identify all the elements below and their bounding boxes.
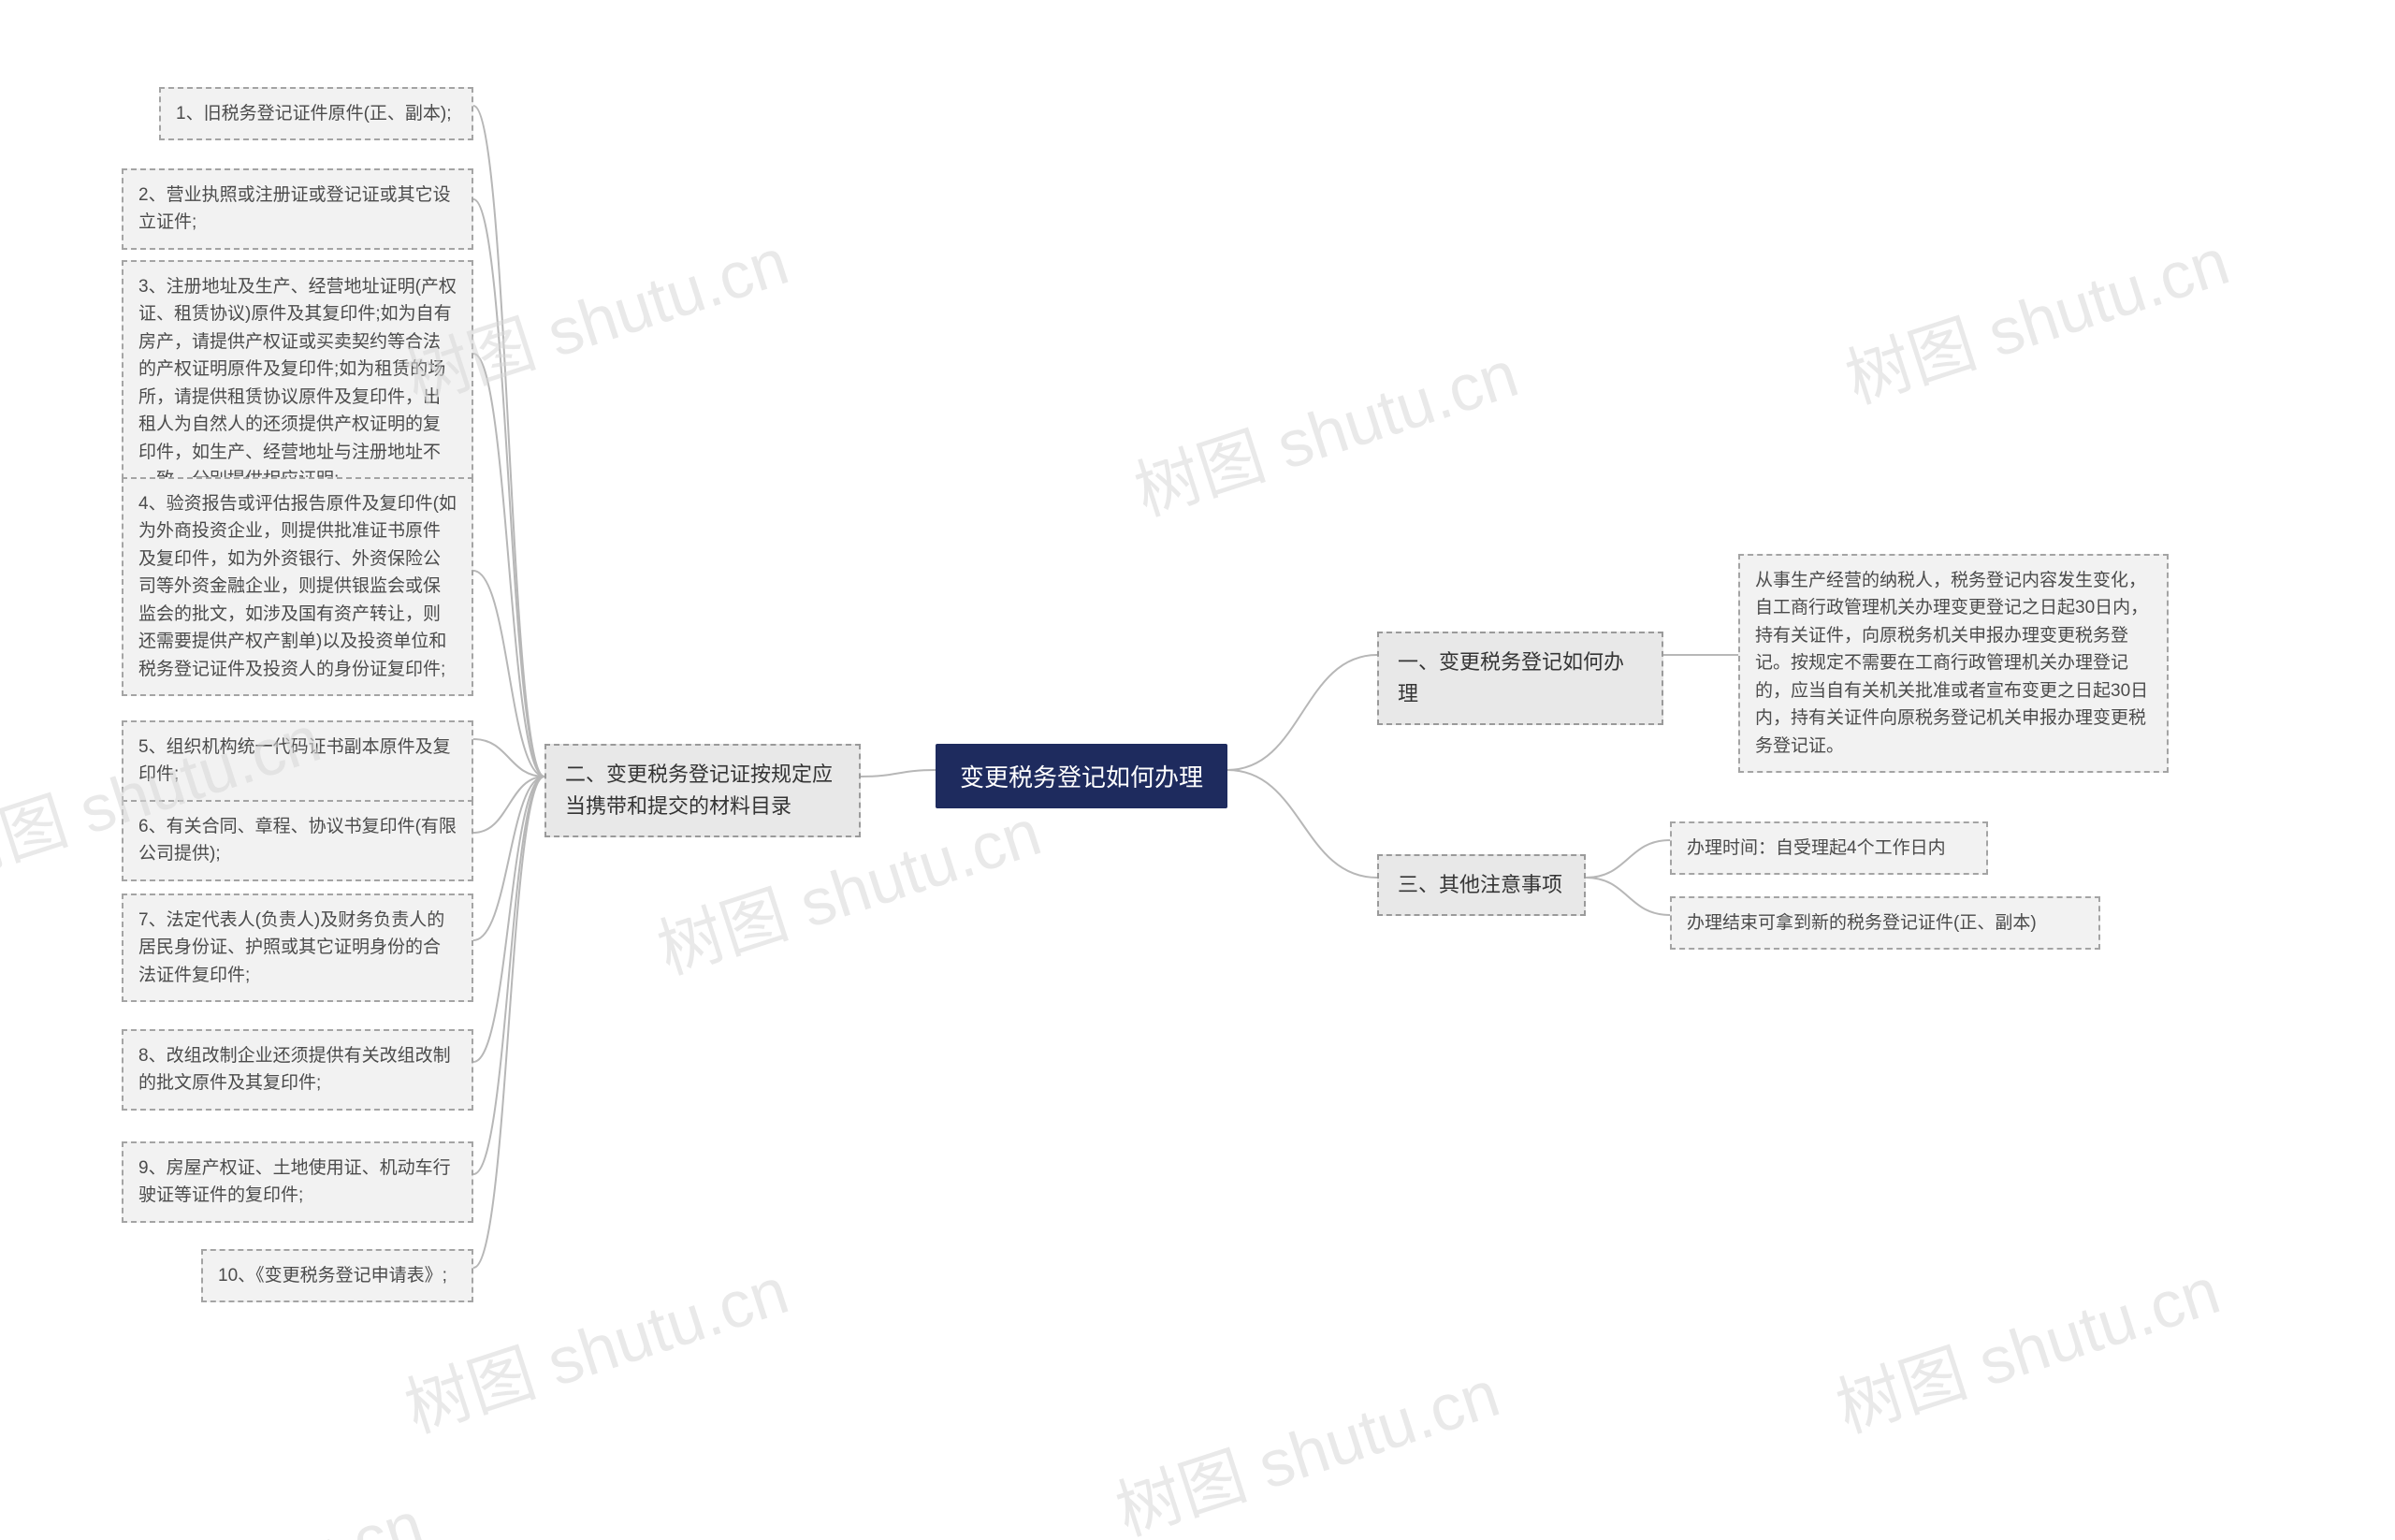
branch-1-leaf: 从事生产经营的纳税人，税务登记内容发生变化，自工商行政管理机关办理变更登记之日起… bbox=[1738, 554, 2169, 773]
branch-2-leaf-0: 1、旧税务登记证件原件(正、副本); bbox=[159, 87, 473, 140]
watermark: 树图 shutu.cn bbox=[1103, 1342, 1510, 1540]
branch-2-leaf-2: 3、注册地址及生产、经营地址证明(产权证、租赁协议)原件及其复印件;如为自有房产… bbox=[122, 260, 473, 507]
branch-3-leaf-1: 办理结束可拿到新的税务登记证件(正、副本) bbox=[1670, 896, 2100, 950]
watermark: 树图 shutu.cn bbox=[27, 1473, 434, 1540]
branch-2: 二、变更税务登记证按规定应当携带和提交的材料目录 bbox=[544, 744, 861, 837]
branch-1: 一、变更税务登记如何办理 bbox=[1377, 632, 1663, 725]
watermark: 树图 shutu.cn bbox=[1823, 1239, 2230, 1451]
watermark: 树图 shutu.cn bbox=[1122, 322, 1529, 534]
watermark: 树图 shutu.cn bbox=[1833, 210, 2240, 422]
branch-2-leaf-6: 7、法定代表人(负责人)及财务负责人的居民身份证、护照或其它证明身份的合法证件复… bbox=[122, 893, 473, 1002]
branch-2-leaf-9: 10、《变更税务登记申请表》; bbox=[201, 1249, 473, 1302]
branch-2-leaf-3: 4、验资报告或评估报告原件及复印件(如为外商投资企业，则提供批准证书原件及复印件… bbox=[122, 477, 473, 696]
branch-3-leaf-0: 办理时间：自受理起4个工作日内 bbox=[1670, 821, 1988, 875]
branch-2-leaf-1: 2、营业执照或注册证或登记证或其它设立证件; bbox=[122, 168, 473, 250]
root-node: 变更税务登记如何办理 bbox=[936, 744, 1227, 808]
branch-2-leaf-5: 6、有关合同、章程、协议书复印件(有限公司提供); bbox=[122, 800, 473, 881]
branch-2-leaf-7: 8、改组改制企业还须提供有关改组改制的批文原件及其复印件; bbox=[122, 1029, 473, 1111]
branch-2-leaf-8: 9、房屋产权证、土地使用证、机动车行驶证等证件的复印件; bbox=[122, 1141, 473, 1223]
branch-2-leaf-4: 5、组织机构统一代码证书副本原件及复印件; bbox=[122, 720, 473, 802]
branch-3: 三、其他注意事项 bbox=[1377, 854, 1586, 916]
